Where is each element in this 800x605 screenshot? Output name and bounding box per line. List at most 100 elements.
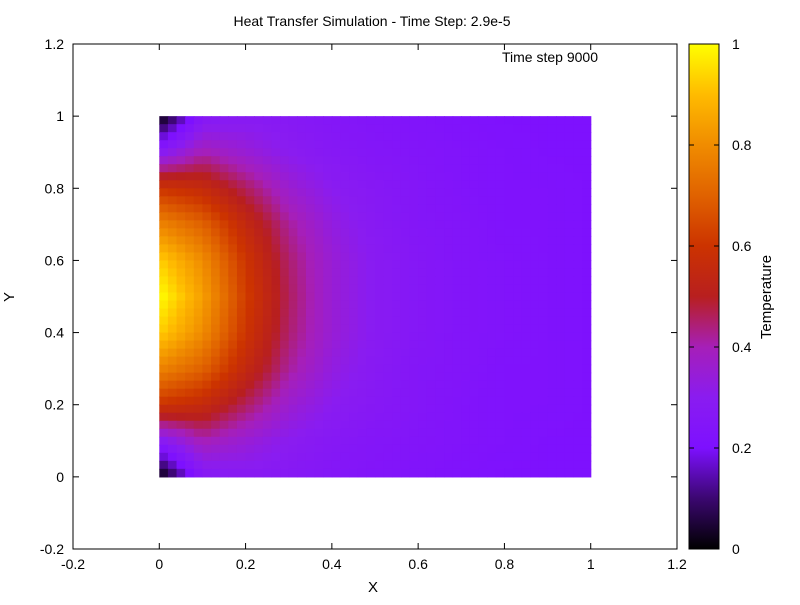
heat-cell — [228, 164, 238, 173]
heat-cell — [469, 172, 480, 181]
heat-cell — [487, 404, 497, 414]
heat-cell — [452, 428, 462, 438]
heat-cell — [185, 404, 195, 414]
heat-cell — [159, 396, 169, 406]
heat-cell — [478, 308, 488, 318]
heat-cell — [469, 380, 480, 390]
heat-cell — [176, 340, 186, 350]
heat-cell — [176, 380, 186, 390]
heat-cell — [305, 388, 316, 398]
heat-cell — [288, 236, 298, 245]
heat-cell — [280, 164, 290, 173]
heat-cell — [340, 444, 350, 454]
heat-cell — [392, 124, 402, 133]
heat-cell — [323, 444, 333, 454]
heat-cell — [185, 436, 195, 446]
heat-cell — [383, 188, 393, 197]
heat-cell — [452, 220, 462, 229]
heat-cell — [435, 116, 445, 125]
heat-cell — [521, 196, 531, 205]
heat-cell — [219, 356, 229, 366]
heat-cell — [280, 244, 290, 254]
y-tick-label: 0.6 — [45, 252, 65, 268]
heat-cell — [185, 364, 195, 374]
heat-cell — [435, 348, 445, 358]
heat-cell — [202, 204, 212, 213]
heat-cell — [461, 180, 471, 189]
heat-cell — [487, 204, 497, 213]
heat-cell — [375, 180, 385, 189]
heat-cell — [245, 252, 255, 262]
heat-cell — [167, 180, 178, 189]
heat-cell — [461, 292, 471, 302]
heat-cell — [504, 188, 514, 197]
heat-cell — [314, 276, 324, 286]
heat-cell — [452, 388, 462, 398]
heat-cell — [495, 292, 506, 302]
heat-cell — [556, 292, 566, 302]
heat-cell — [573, 300, 583, 310]
heat-cell — [573, 156, 583, 165]
heat-cell — [219, 372, 229, 382]
heat-cell — [487, 236, 497, 245]
heat-cell — [495, 404, 506, 414]
heat-cell — [236, 116, 247, 125]
heat-cell — [556, 132, 566, 141]
heat-cell — [400, 260, 411, 270]
heat-cell — [297, 244, 307, 254]
heat-cell — [504, 268, 514, 278]
heat-cell — [383, 460, 393, 470]
heat-cell — [219, 412, 229, 422]
heat-cell — [547, 116, 557, 125]
heat-cell — [202, 244, 212, 254]
heat-cell — [254, 228, 264, 237]
heat-cell — [262, 460, 273, 470]
heat-cell — [167, 292, 178, 302]
heat-cell — [185, 236, 195, 245]
heat-cell — [538, 204, 549, 213]
heat-cell — [426, 380, 436, 390]
heat-cell — [314, 220, 324, 229]
heat-cell — [211, 372, 221, 382]
heat-cell — [349, 332, 359, 342]
heat-cell — [357, 348, 367, 358]
heat-cell — [487, 212, 497, 221]
heat-cell — [582, 268, 592, 278]
heat-cell — [375, 396, 385, 406]
heat-cell — [538, 460, 549, 470]
heat-cell — [495, 460, 506, 470]
heat-cell — [582, 188, 592, 197]
heat-cell — [305, 324, 316, 334]
heat-cell — [305, 260, 316, 270]
heat-cell — [185, 148, 195, 157]
heat-cell — [262, 348, 273, 358]
heat-cell — [513, 428, 523, 438]
heat-cell — [375, 204, 385, 213]
heat-cell — [426, 236, 436, 245]
heat-cell — [159, 364, 169, 374]
heat-cell — [211, 468, 221, 478]
heat-cell — [202, 460, 212, 470]
heat-cell — [521, 412, 531, 422]
y-tick-label: 0 — [56, 469, 64, 485]
heat-cell — [314, 300, 324, 310]
heat-cell — [409, 380, 419, 390]
heat-cell — [349, 372, 359, 382]
heat-cell — [288, 188, 298, 197]
heat-cell — [323, 428, 333, 438]
heat-cell — [340, 180, 350, 189]
heat-cell — [461, 156, 471, 165]
heat-cell — [297, 404, 307, 414]
heat-cell — [564, 412, 575, 422]
heat-cell — [254, 212, 264, 221]
heat-cell — [185, 308, 195, 318]
heat-cell — [444, 116, 454, 125]
heat-cell — [245, 316, 255, 326]
heat-cell — [513, 444, 523, 454]
heat-cell — [392, 340, 402, 350]
heat-cell — [375, 452, 385, 462]
heat-cell — [582, 324, 592, 334]
heat-cell — [513, 132, 523, 141]
heat-cell — [167, 260, 178, 270]
heat-cell — [159, 276, 169, 286]
